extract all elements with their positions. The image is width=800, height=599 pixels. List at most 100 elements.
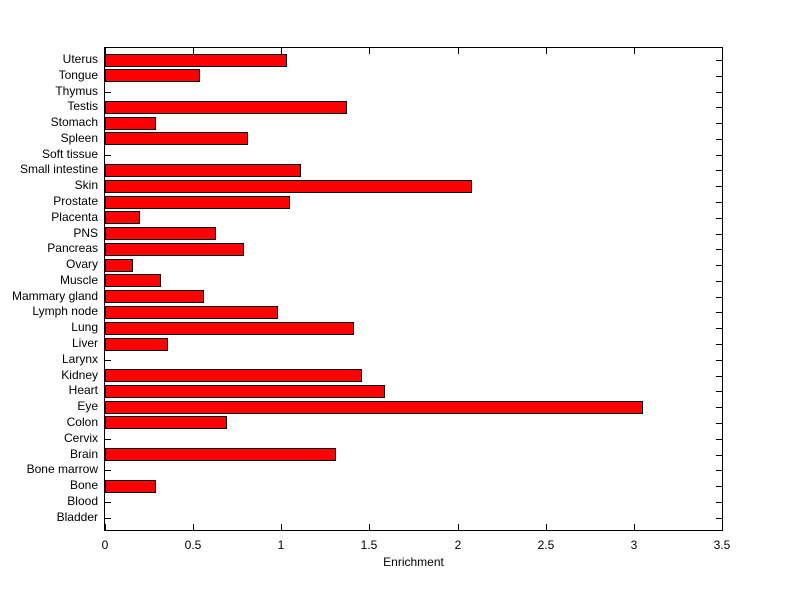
y-tick-label: Soft tissue (41, 147, 98, 161)
y-tick-right (716, 265, 722, 266)
y-tick-label: Lung (71, 320, 98, 334)
bar (105, 385, 385, 398)
bar (105, 338, 168, 351)
bar (105, 448, 336, 461)
y-tick-label: Stomach (50, 115, 98, 129)
y-tick-label: Bone marrow (26, 462, 98, 476)
y-tick-label: Lymph node (32, 304, 98, 318)
y-tick-label: Eye (77, 399, 98, 413)
bar (105, 243, 244, 256)
y-tick-label: Tongue (58, 68, 98, 82)
y-tick-right (716, 360, 722, 361)
x-tick-bottom (193, 524, 194, 530)
y-tick-right (716, 391, 722, 392)
y-tick-label: Blood (67, 494, 98, 508)
x-tick-top (546, 48, 547, 54)
y-tick-label: Placenta (51, 210, 98, 224)
plot-area (104, 47, 723, 531)
y-tick-left (105, 502, 111, 503)
x-tick-label: 2.5 (537, 538, 555, 552)
y-tick-right (716, 92, 722, 93)
x-axis-label: Enrichment (383, 555, 444, 569)
x-tick-top (105, 48, 106, 54)
y-tick-label: Cervix (63, 431, 98, 445)
x-tick-label: 0.5 (184, 538, 202, 552)
y-tick-right (716, 281, 722, 282)
bar (105, 369, 362, 382)
x-tick-bottom (634, 524, 635, 530)
y-tick-right (716, 312, 722, 313)
y-tick-right (716, 502, 722, 503)
x-tick-label: 0 (101, 538, 109, 552)
y-tick-label: Mammary gland (11, 289, 98, 303)
y-tick-right (716, 344, 722, 345)
y-tick-label: Thymus (55, 84, 98, 98)
y-tick-label: Ovary (65, 257, 98, 271)
y-tick-right (716, 518, 722, 519)
y-tick-label: Heart (68, 383, 98, 397)
x-tick-top (369, 48, 370, 54)
x-tick-label: 3.5 (713, 538, 731, 552)
y-tick-right (716, 123, 722, 124)
bar (105, 69, 200, 82)
bar (105, 401, 643, 414)
x-tick-top (193, 48, 194, 54)
y-tick-label: Uterus (62, 52, 98, 66)
y-tick-label: Bone (69, 478, 98, 492)
bar (105, 180, 472, 193)
x-tick-label: 3 (630, 538, 638, 552)
y-tick-right (716, 218, 722, 219)
bar (105, 480, 156, 493)
y-tick-right (716, 328, 722, 329)
y-tick-left (105, 439, 111, 440)
x-tick-top (634, 48, 635, 54)
x-tick-label: 1 (277, 538, 285, 552)
y-tick-label: Kidney (61, 368, 98, 382)
x-tick-top (281, 48, 282, 54)
y-tick-label: Skin (74, 178, 98, 192)
y-tick-left (105, 92, 111, 93)
x-tick-bottom (458, 524, 459, 530)
bar (105, 290, 204, 303)
y-tick-label: Pancreas (47, 241, 98, 255)
y-tick-label: Colon (66, 415, 98, 429)
y-tick-label: Prostate (53, 194, 98, 208)
bar (105, 211, 140, 224)
y-tick-label: Small intestine (19, 162, 98, 176)
y-tick-right (716, 60, 722, 61)
y-tick-right (716, 76, 722, 77)
y-tick-label: Larynx (61, 352, 98, 366)
x-tick-top (722, 48, 723, 54)
bar (105, 164, 301, 177)
bar (105, 274, 161, 287)
bar (105, 322, 354, 335)
y-tick-right (716, 170, 722, 171)
y-tick-right (716, 486, 722, 487)
y-tick-right (716, 155, 722, 156)
x-tick-bottom (281, 524, 282, 530)
x-tick-label: 1.5 (360, 538, 378, 552)
bar (105, 306, 278, 319)
y-tick-right (716, 376, 722, 377)
y-tick-label: Liver (71, 336, 98, 350)
x-tick-top (458, 48, 459, 54)
x-tick-bottom (105, 524, 106, 530)
x-tick-bottom (369, 524, 370, 530)
y-tick-label: Bladder (56, 510, 98, 524)
y-tick-right (716, 423, 722, 424)
bar (105, 196, 290, 209)
y-tick-right (716, 186, 722, 187)
y-tick-label: Muscle (59, 273, 98, 287)
x-tick-bottom (546, 524, 547, 530)
y-tick-label: Spleen (60, 131, 98, 145)
bar (105, 132, 248, 145)
y-tick-right (716, 470, 722, 471)
y-tick-left (105, 470, 111, 471)
x-tick-label: 2 (454, 538, 462, 552)
bar (105, 227, 216, 240)
y-tick-right (716, 107, 722, 108)
x-tick-bottom (722, 524, 723, 530)
y-tick-label: PNS (73, 226, 98, 240)
bar (105, 117, 156, 130)
